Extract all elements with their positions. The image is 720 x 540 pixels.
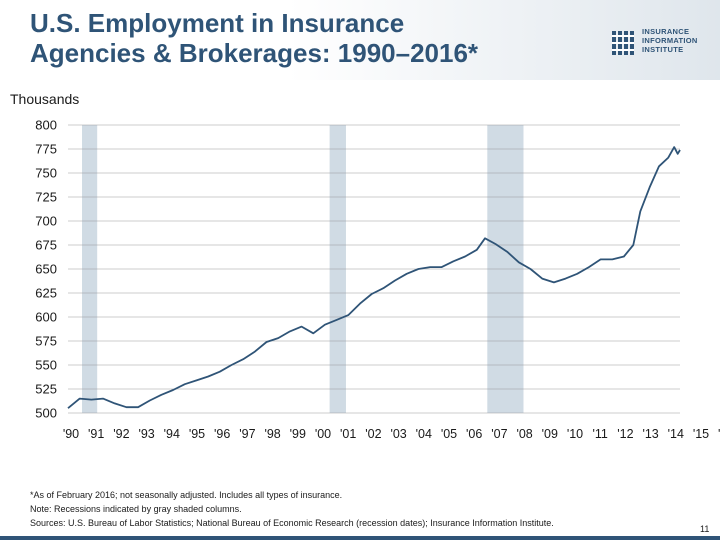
x-tick-label-24: '14 [668,427,684,441]
bottom-accent-bar [0,536,720,540]
y-tick-label-775: 775 [35,142,57,157]
y-tick-label-600: 600 [35,310,57,325]
x-tick-label-22: '12 [617,427,633,441]
x-tick-label-3: '93 [138,427,154,441]
y-tick-label-675: 675 [35,238,57,253]
y-tick-label-725: 725 [35,190,57,205]
x-tick-label-0: '90 [63,427,79,441]
y-tick-label-550: 550 [35,358,57,373]
logo-text-line-3: INSTITUTE [642,45,684,54]
y-tick-label-700: 700 [35,214,57,229]
series-line-1 [67,146,681,409]
page-number: 11 [700,524,710,534]
x-tick-label-15: '05 [441,427,457,441]
x-tick-label-5: '95 [189,427,205,441]
x-tick-label-10: '00 [315,427,331,441]
x-tick-label-26: '16 [718,427,720,441]
logo-text-line-1: INSURANCE [642,27,690,36]
logo-text: INSURANCE INFORMATION INSTITUTE [642,27,698,54]
x-tick-label-1: '91 [88,427,104,441]
page-title: U.S. Employment in Insurance Agencies & … [30,8,478,68]
x-tick-label-19: '09 [542,427,558,441]
y-tick-label-500: 500 [35,406,57,421]
footnote-asterisk: *As of February 2016; not seasonally adj… [30,490,343,500]
y-tick-label-575: 575 [35,334,57,349]
y-tick-label-525: 525 [35,382,57,397]
x-tick-label-6: '96 [214,427,230,441]
y-axis-unit-label: Thousands [10,91,80,107]
x-tick-label-12: '02 [365,427,381,441]
y-tick-label-750: 750 [35,166,57,181]
y-tick-label-625: 625 [35,286,57,301]
x-tick-label-21: '11 [593,427,608,441]
y-tick-label-650: 650 [35,262,57,277]
x-tick-label-9: '99 [290,427,306,441]
x-tick-label-11: '01 [340,427,356,441]
x-tick-label-17: '07 [491,427,507,441]
header-band: U.S. Employment in Insurance Agencies & … [0,0,720,80]
y-tick-label-800: 800 [35,118,57,133]
title-line-1: U.S. Employment in Insurance [30,8,405,38]
x-tick-label-16: '06 [466,427,482,441]
x-tick-label-2: '92 [113,427,129,441]
footnotes: *As of February 2016; not seasonally adj… [30,488,554,530]
logo-text-line-2: INFORMATION [642,36,698,45]
x-tick-label-25: '15 [693,427,709,441]
x-tick-label-23: '13 [642,427,658,441]
x-tick-label-8: '98 [264,427,280,441]
x-tick-label-4: '94 [164,427,180,441]
iii-logo: INSURANCE INFORMATION INSTITUTE [612,25,712,59]
x-tick-label-20: '10 [567,427,583,441]
x-tick-label-14: '04 [416,427,432,441]
logo-mark-icon [612,31,634,55]
x-tick-label-7: '97 [239,427,255,441]
employment-line-chart: 500 525 550 575 600 625 650 675 700 725 750 775 800 '… [35,118,720,442]
footnote-recessions: Note: Recessions indicated by gray shade… [30,504,242,514]
title-line-2: Agencies & Brokerages: 1990–2016* [30,38,479,68]
footnote-sources: Sources: U.S. Bureau of Labor Statistics… [30,518,554,528]
x-tick-label-13: '03 [390,427,406,441]
x-tick-label-18: '08 [516,427,532,441]
